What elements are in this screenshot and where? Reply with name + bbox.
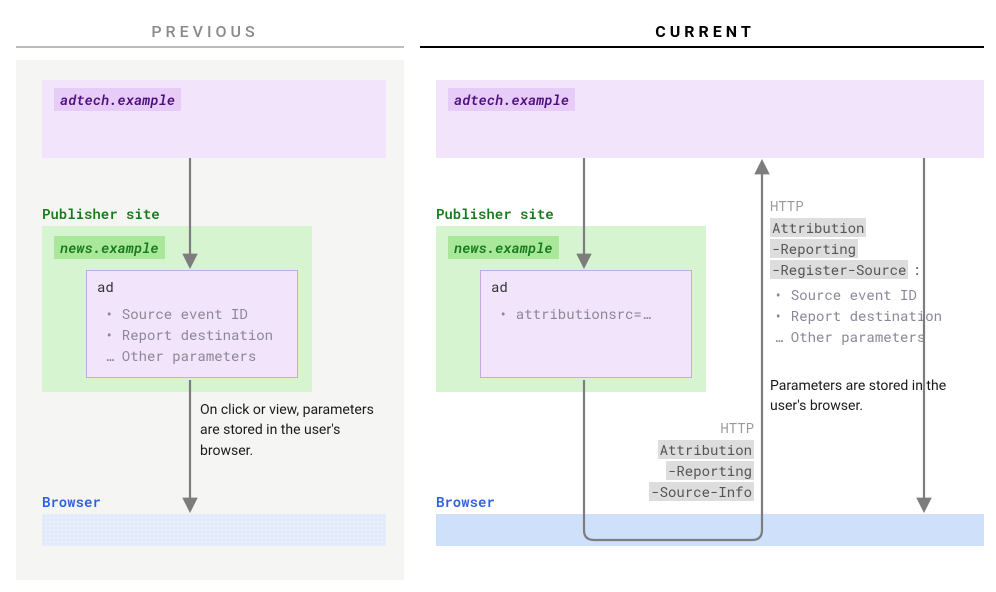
rule-previous xyxy=(16,46,404,48)
ad-param: • Source event ID xyxy=(105,303,291,324)
ad-param: … Other parameters xyxy=(105,345,291,366)
publisher-title-previous: Publisher site xyxy=(42,204,160,223)
http-label: HTTP xyxy=(628,418,754,437)
ad-box-previous: ad • Source event ID • Report destinatio… xyxy=(86,270,298,378)
browser-label-current: Browser xyxy=(436,492,495,511)
browser-label-previous: Browser xyxy=(42,492,101,511)
ad-param: • Report destination xyxy=(105,324,291,345)
http-line: -Reporting xyxy=(770,239,858,258)
publisher-title-current: Publisher site xyxy=(436,204,554,223)
browser-bar-current xyxy=(436,514,984,546)
publisher-box-previous: news.example ad • Source event ID • Repo… xyxy=(42,226,312,392)
http-line: Attribution xyxy=(770,218,866,237)
http-line: Attribution xyxy=(658,440,754,459)
http-line: -Source-Info xyxy=(649,482,754,501)
adtech-bar-previous: adtech.example xyxy=(42,80,386,158)
header-current: CURRENT xyxy=(420,22,990,41)
http-sub: • Source event ID xyxy=(774,284,986,305)
http-colon: : xyxy=(908,260,920,279)
diagram-root: PREVIOUS CURRENT adtech.example adtech.e… xyxy=(0,0,996,592)
publisher-box-current: news.example ad • attributionsrc=… xyxy=(436,226,706,392)
http-line: -Reporting xyxy=(666,461,754,480)
http-sub: … Other parameters xyxy=(774,326,986,347)
ad-param: • attributionsrc=… xyxy=(499,303,685,324)
adtech-label: adtech.example xyxy=(54,88,181,111)
ad-params-previous: • Source event ID • Report destination …… xyxy=(105,303,291,366)
rule-current xyxy=(420,46,984,48)
http-response-header: HTTP Attribution -Reporting -Register-So… xyxy=(770,196,986,347)
adtech-bar-current: adtech.example xyxy=(436,80,984,158)
header-previous: PREVIOUS xyxy=(0,22,410,41)
ad-title: ad xyxy=(491,277,508,296)
note-previous: On click or view, parameters are stored … xyxy=(200,400,396,461)
ad-box-current: ad • attributionsrc=… xyxy=(480,270,692,378)
news-label: news.example xyxy=(54,236,165,259)
adtech-label: adtech.example xyxy=(448,88,575,111)
http-line: -Register-Source xyxy=(770,260,908,279)
ad-title: ad xyxy=(97,277,114,296)
note-current: Parameters are stored in the user's brow… xyxy=(770,376,980,417)
http-request-header: HTTP Attribution -Reporting -Source-Info xyxy=(628,418,754,502)
http-label: HTTP xyxy=(770,196,986,215)
browser-bar-previous xyxy=(42,514,386,546)
news-label: news.example xyxy=(448,236,559,259)
http-sub: • Report destination xyxy=(774,305,986,326)
ad-params-current: • attributionsrc=… xyxy=(499,303,685,324)
